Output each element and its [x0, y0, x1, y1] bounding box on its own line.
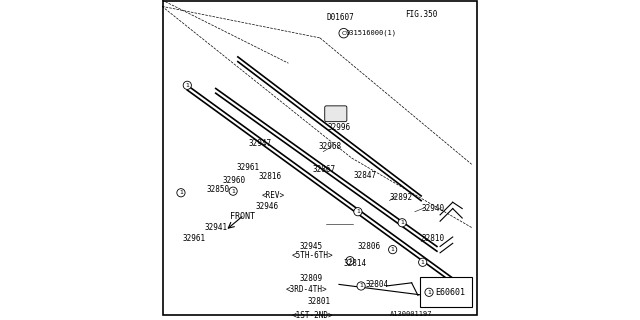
- Text: 32801: 32801: [307, 297, 330, 306]
- Text: 32809: 32809: [300, 274, 323, 283]
- Text: 32810: 32810: [421, 234, 444, 243]
- Circle shape: [357, 282, 365, 290]
- Text: <REV>: <REV>: [262, 191, 285, 200]
- Text: 1: 1: [231, 189, 235, 194]
- Text: 32940: 32940: [421, 204, 444, 213]
- Text: 32961: 32961: [182, 234, 205, 243]
- Text: 32806: 32806: [358, 242, 381, 251]
- Text: <5TH-6TH>: <5TH-6TH>: [292, 252, 333, 260]
- Text: 32946: 32946: [255, 203, 278, 212]
- Text: FRONT: FRONT: [230, 212, 255, 221]
- Text: 1: 1: [186, 83, 189, 88]
- Text: 32816: 32816: [259, 172, 282, 181]
- Circle shape: [425, 288, 433, 296]
- Text: 32850: 32850: [206, 185, 229, 194]
- Text: 32961: 32961: [236, 163, 259, 172]
- Circle shape: [339, 28, 348, 38]
- Text: E60601: E60601: [435, 288, 465, 297]
- FancyBboxPatch shape: [324, 106, 347, 122]
- Circle shape: [419, 258, 427, 266]
- Circle shape: [388, 245, 397, 254]
- Text: 32814: 32814: [344, 259, 367, 268]
- Text: 32867: 32867: [312, 164, 335, 173]
- Text: 1: 1: [400, 220, 404, 225]
- Text: A130001197: A130001197: [390, 311, 432, 317]
- Text: 1: 1: [427, 290, 431, 295]
- Circle shape: [398, 219, 406, 227]
- Text: D01607: D01607: [326, 13, 354, 22]
- Text: 32968: 32968: [319, 142, 342, 151]
- Text: <3RD-4TH>: <3RD-4TH>: [285, 284, 327, 294]
- Text: 32947: 32947: [249, 139, 272, 148]
- Circle shape: [346, 257, 354, 265]
- Text: 1: 1: [359, 284, 363, 288]
- Text: C: C: [342, 31, 346, 36]
- Text: 32804: 32804: [366, 280, 389, 289]
- Text: 32847: 32847: [353, 171, 376, 180]
- Text: 1: 1: [179, 190, 183, 195]
- Text: 031516000(1): 031516000(1): [345, 30, 396, 36]
- Text: 1: 1: [348, 258, 352, 263]
- Circle shape: [354, 208, 362, 216]
- Text: 32945: 32945: [300, 242, 323, 251]
- Circle shape: [229, 187, 237, 195]
- Circle shape: [177, 189, 185, 197]
- Text: FIG.350: FIG.350: [405, 10, 438, 19]
- Text: 32892: 32892: [390, 193, 413, 202]
- Text: 32960: 32960: [222, 176, 245, 185]
- Circle shape: [183, 81, 191, 89]
- Text: 32996: 32996: [328, 124, 351, 132]
- FancyBboxPatch shape: [420, 277, 472, 307]
- Text: 32941: 32941: [205, 223, 228, 232]
- Text: 1: 1: [356, 209, 360, 214]
- Text: <1ST-2ND>: <1ST-2ND>: [292, 311, 333, 320]
- Text: 1: 1: [420, 260, 424, 265]
- Text: 1: 1: [391, 247, 395, 252]
